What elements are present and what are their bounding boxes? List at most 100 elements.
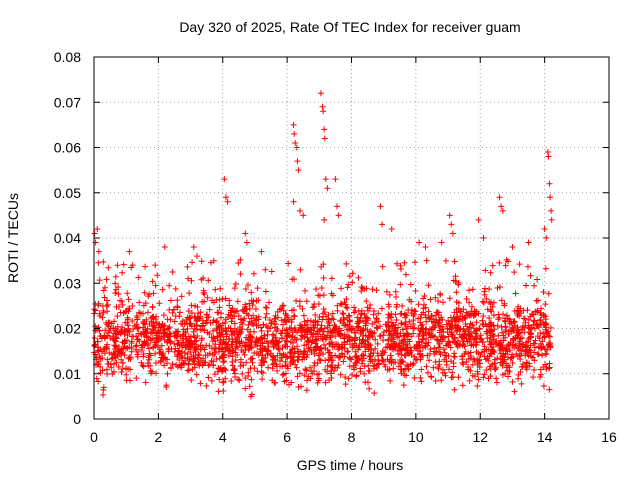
data-point	[545, 332, 552, 339]
data-point	[114, 313, 121, 320]
data-point	[226, 335, 233, 342]
data-point	[144, 309, 151, 316]
data-point	[443, 352, 450, 359]
data-point	[301, 347, 308, 354]
data-point	[290, 198, 297, 205]
data-point	[517, 310, 524, 317]
data-point	[506, 347, 513, 354]
data-point	[324, 324, 331, 331]
data-point	[127, 366, 134, 373]
data-point	[190, 244, 197, 251]
data-point	[184, 351, 191, 358]
data-point	[127, 354, 134, 361]
data-point	[194, 253, 200, 260]
data-point	[499, 207, 506, 214]
data-point	[315, 370, 322, 377]
data-point	[290, 121, 297, 128]
data-point	[469, 333, 476, 340]
data-point	[282, 311, 289, 318]
data-point	[102, 335, 109, 342]
data-point	[386, 366, 393, 373]
data-point	[192, 338, 199, 345]
data-point	[246, 383, 253, 390]
data-point	[365, 345, 372, 352]
data-point	[538, 344, 545, 351]
data-point	[193, 371, 200, 378]
data-point	[138, 359, 145, 366]
data-point	[160, 355, 167, 362]
data-point	[531, 340, 538, 347]
data-point	[426, 357, 433, 364]
data-point	[349, 336, 356, 343]
data-point	[284, 343, 291, 350]
data-point	[97, 356, 104, 363]
data-point	[483, 295, 490, 302]
data-point	[465, 366, 472, 373]
data-point	[147, 367, 154, 374]
data-point	[103, 276, 110, 283]
data-point	[338, 350, 345, 357]
data-point	[291, 312, 298, 319]
data-point	[408, 310, 415, 317]
data-point	[460, 332, 467, 339]
data-point	[512, 290, 519, 297]
y-tick-label: 0.03	[54, 275, 81, 291]
data-point	[297, 207, 303, 214]
data-point	[140, 363, 147, 370]
data-point	[198, 335, 205, 342]
data-point	[194, 304, 201, 311]
data-point	[337, 318, 344, 325]
data-point	[373, 287, 380, 294]
data-point	[479, 339, 486, 346]
data-point	[363, 298, 370, 305]
chart-title: Day 320 of 2025, Rate Of TEC Index for r…	[179, 19, 520, 35]
data-point	[215, 322, 222, 329]
data-point	[390, 365, 397, 372]
data-point	[161, 329, 168, 336]
data-point	[184, 263, 191, 270]
data-point	[539, 338, 546, 345]
data-point	[170, 306, 177, 313]
data-point	[114, 323, 121, 330]
data-point	[203, 382, 210, 389]
data-point	[427, 296, 434, 303]
data-point	[298, 322, 305, 329]
data-point	[319, 103, 326, 110]
data-point	[541, 334, 548, 341]
data-point	[407, 344, 414, 351]
data-point	[111, 351, 118, 358]
data-point	[239, 370, 246, 377]
data-point	[94, 347, 101, 354]
data-point	[280, 302, 287, 309]
data-point	[470, 325, 477, 332]
data-point	[252, 305, 259, 312]
data-point	[479, 317, 486, 324]
data-point	[481, 288, 488, 295]
data-point	[403, 361, 410, 368]
data-point	[375, 310, 382, 317]
data-point	[379, 221, 386, 228]
data-point	[99, 367, 106, 374]
data-point	[247, 393, 254, 400]
data-point	[534, 333, 541, 340]
data-point	[136, 299, 143, 306]
data-point	[375, 352, 382, 359]
data-point	[317, 357, 324, 364]
data-point	[163, 383, 170, 390]
data-point	[544, 346, 551, 353]
data-point	[110, 350, 117, 357]
data-point	[505, 330, 512, 337]
data-point	[470, 342, 477, 349]
data-point	[463, 358, 470, 365]
data-point	[451, 258, 458, 265]
data-point	[357, 368, 364, 375]
data-point	[143, 333, 150, 340]
data-point	[432, 378, 439, 385]
data-point	[396, 333, 403, 340]
data-point	[96, 353, 103, 360]
data-point	[480, 299, 487, 306]
data-point	[364, 379, 371, 386]
data-point	[238, 316, 245, 323]
data-point	[293, 144, 300, 151]
